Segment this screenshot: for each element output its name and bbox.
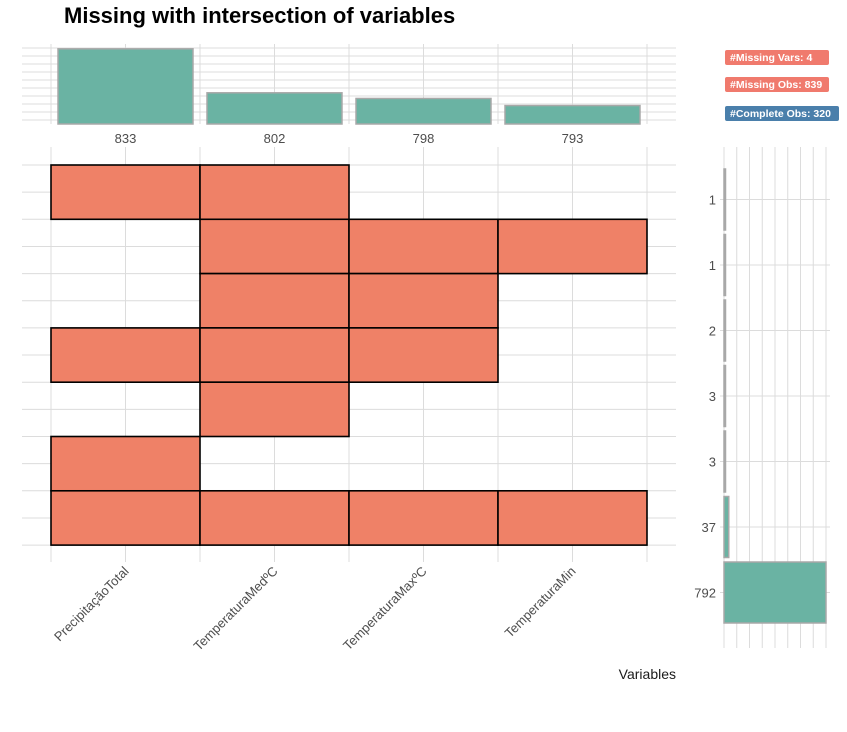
x-axis-label: Variables (619, 666, 676, 682)
intersection-tile (199, 327, 350, 383)
variable-count-bar (57, 48, 194, 125)
intersection-count-bar (723, 364, 727, 428)
variable-tick-label: TemperaturaMedºC (191, 564, 281, 654)
intersection-tile (50, 489, 201, 546)
intersection-matrix-panel: PrecipitaçãoTotal TemperaturaMedºC Tempera… (22, 147, 676, 654)
summary-badges: #Missing Vars: 4 #Missing Obs: 839 #Comple… (725, 50, 839, 121)
intersection-count-label: 1 (709, 258, 716, 273)
intersection-tile (348, 489, 499, 546)
intersection-count-label: 792 (694, 586, 716, 601)
intersection-count-label: 37 (702, 520, 716, 535)
variable-count-bar (206, 92, 343, 125)
intersection-count-bar (723, 495, 730, 559)
intersection-count-bar (723, 168, 727, 231)
intersection-tile (199, 218, 350, 275)
variable-count-panel: 833 802 798 793 (22, 44, 676, 146)
variable-count-bar (504, 104, 641, 125)
badge-background (725, 50, 829, 65)
intersection-count-label: 3 (709, 455, 716, 470)
intersection-tile (348, 218, 499, 275)
badge-background (725, 77, 829, 92)
intersection-count-panel: 1 1 2 3 3 37 792 (694, 147, 830, 648)
variable-count-bar (355, 97, 492, 125)
chart-title: Missing with intersection of variables (64, 3, 455, 28)
variable-count-label: 802 (264, 131, 286, 146)
badge-background (725, 106, 839, 121)
badge-label: #Missing Obs: 839 (730, 79, 822, 91)
variable-count-label: 793 (562, 131, 584, 146)
variable-tick-label: TemperaturaMaxºC (340, 564, 430, 654)
intersection-tile (348, 327, 499, 383)
badge-label: #Complete Obs: 320 (730, 108, 831, 120)
intersection-count-bar (723, 299, 727, 362)
intersection-count-bar (723, 561, 827, 624)
intersection-tile (497, 489, 648, 546)
summary-badge: #Missing Obs: 839 (725, 77, 829, 92)
intersection-tile (199, 164, 350, 221)
variable-count-label: 798 (413, 131, 435, 146)
variable-count-label: 833 (115, 131, 137, 146)
summary-badge: #Missing Vars: 4 (725, 50, 829, 65)
intersection-count-label: 1 (709, 193, 716, 208)
summary-badge: #Complete Obs: 320 (725, 106, 839, 121)
intersection-tile (199, 272, 350, 329)
badge-label: #Missing Vars: 4 (730, 52, 812, 64)
intersection-tile (348, 272, 499, 329)
intersection-tile (199, 489, 350, 546)
intersection-tile (497, 218, 648, 275)
intersection-tile (50, 435, 201, 492)
variable-tick-label: TemperaturaMin (502, 564, 579, 641)
intersection-count-label: 3 (709, 389, 716, 404)
variable-tick-label: PrecipitaçãoTotal (51, 563, 132, 644)
intersection-tile (199, 381, 350, 438)
intersection-tile (50, 327, 201, 383)
intersection-tile (50, 164, 201, 221)
intersection-count-label: 2 (709, 324, 716, 339)
intersection-count-bar (723, 233, 727, 297)
intersection-count-bar (723, 430, 727, 493)
